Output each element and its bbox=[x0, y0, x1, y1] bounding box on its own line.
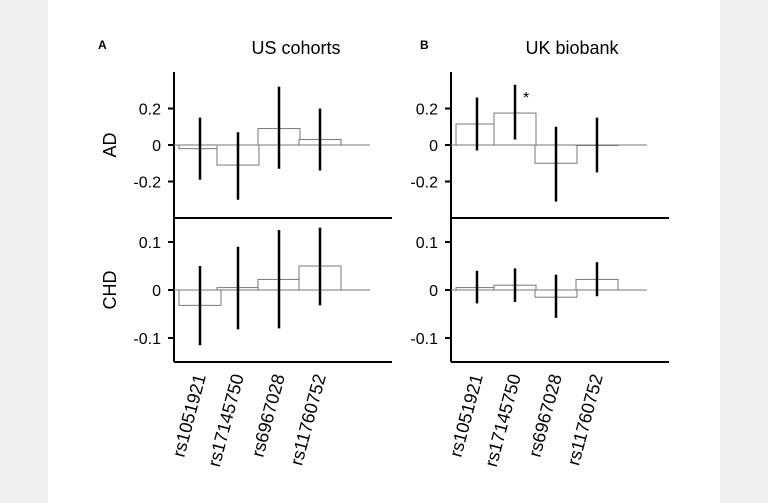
panel-a-ad-row-label: AD bbox=[100, 132, 120, 157]
panel-a-chd-row-label: CHD bbox=[100, 271, 120, 310]
figure-card: A US cohorts B UK biobank 0.2 0 -0.2 AD 0.1 0… bbox=[48, 0, 720, 503]
panel-a-chd-y-tick-label: -0.1 bbox=[133, 331, 161, 348]
panel-a: A US cohorts bbox=[98, 38, 341, 58]
panel-b-letter: B bbox=[420, 38, 429, 52]
panel-b-x-tick-label: rs11760752 bbox=[563, 372, 607, 468]
panel-a-ad-y-tick-label: 0.2 bbox=[139, 102, 161, 119]
panel-b-x-tick-label: rs17145750 bbox=[481, 372, 525, 469]
panel-b-chd-y-tick-label: 0 bbox=[429, 283, 438, 300]
panel-b-chd-y-tick-label: 0.1 bbox=[416, 235, 438, 252]
panel-a-x-tick-label: rs11760752 bbox=[286, 372, 330, 468]
panel-a-ad-y-tick-label: 0 bbox=[152, 138, 161, 155]
panel-a-letter: A bbox=[98, 38, 107, 52]
panel-a-x-tick-label: rs1051921 bbox=[169, 372, 210, 459]
panel-a-x-tick-label: rs17145750 bbox=[204, 372, 248, 469]
chart-figure: A US cohorts B UK biobank 0.20-0.2AD0.10… bbox=[98, 38, 669, 469]
plot-layer: 0.20-0.2AD0.10-0.1CHDrs1051921rs17145750… bbox=[100, 72, 669, 469]
panel-b: B UK biobank bbox=[420, 38, 620, 58]
panel-b-ad-significance-marker: * bbox=[523, 90, 529, 107]
panel-b-x-tick-label: rs1051921 bbox=[446, 372, 487, 459]
panel-b-title: UK biobank bbox=[525, 38, 619, 58]
panel-a-x-tick-label: rs6967028 bbox=[248, 372, 289, 459]
panel-b-ad-y-tick-label: -0.2 bbox=[410, 175, 438, 192]
panel-b-ad-y-tick-label: 0.2 bbox=[416, 102, 438, 119]
panel-a-title: US cohorts bbox=[251, 38, 340, 58]
panel-a-chd-y-tick-label: 0 bbox=[152, 283, 161, 300]
panel-a-ad-y-tick-label: -0.2 bbox=[133, 175, 161, 192]
panel-b-x-tick-label: rs6967028 bbox=[525, 372, 566, 459]
panel-b-ad-y-tick-label: 0 bbox=[429, 138, 438, 155]
panel-b-chd-y-tick-label: -0.1 bbox=[410, 331, 438, 348]
panel-a-plot: 0.2 0 -0.2 AD 0.1 0 -0.1 CHD rs1051921rs17145750… bbox=[100, 72, 392, 469]
panel-a-chd-y-tick-label: 0.1 bbox=[139, 235, 161, 252]
